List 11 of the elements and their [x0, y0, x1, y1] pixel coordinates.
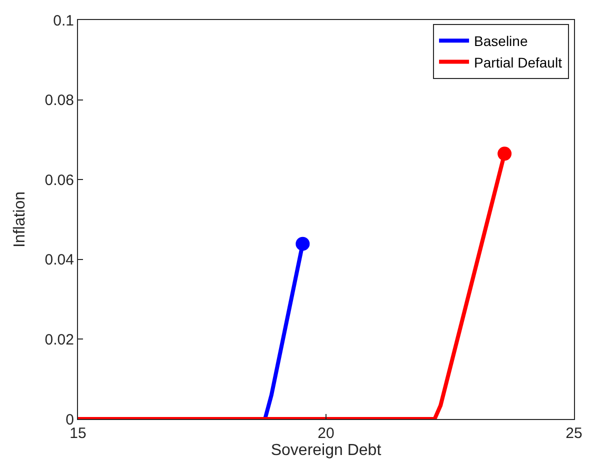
x-tick-label: 20 — [318, 425, 334, 442]
legend-label: Baseline — [474, 33, 528, 50]
x-tick-label: 25 — [566, 425, 582, 442]
x-axis-title: Sovereign Debt — [270, 442, 382, 459]
y-tick-label: 0.08 — [44, 92, 74, 110]
y-tick-label: 0.1 — [53, 12, 74, 30]
y-tick-label: 0.06 — [44, 172, 74, 189]
y-axis-title: Inflation — [12, 191, 29, 248]
legend-label: Partial Default — [474, 54, 562, 70]
y-tick-label: 0.04 — [44, 252, 74, 269]
y-tick-label: 0.02 — [44, 331, 74, 348]
